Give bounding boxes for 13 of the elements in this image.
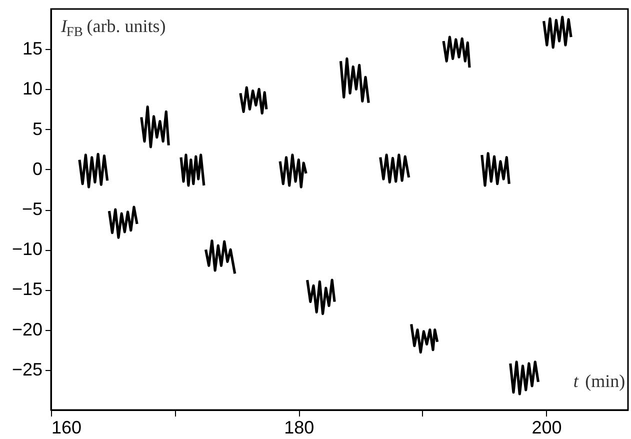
y-tick-label: −5 <box>22 199 42 219</box>
y-tick-label: −25 <box>12 359 42 380</box>
x-tick-label: 160 <box>52 418 82 438</box>
y-tick-label: 5 <box>32 118 42 139</box>
x-axis-title: t (min) <box>573 371 626 391</box>
y-tick-label: −10 <box>12 239 42 260</box>
y-tick-label: 15 <box>22 38 42 59</box>
y-tick-label: −15 <box>12 279 42 300</box>
y-tick-label: 10 <box>22 78 42 99</box>
x-tick-label: 180 <box>284 418 314 438</box>
y-tick-label: 0 <box>32 158 42 179</box>
y-tick-label: −20 <box>12 319 42 340</box>
x-tick-label: 200 <box>532 418 562 438</box>
